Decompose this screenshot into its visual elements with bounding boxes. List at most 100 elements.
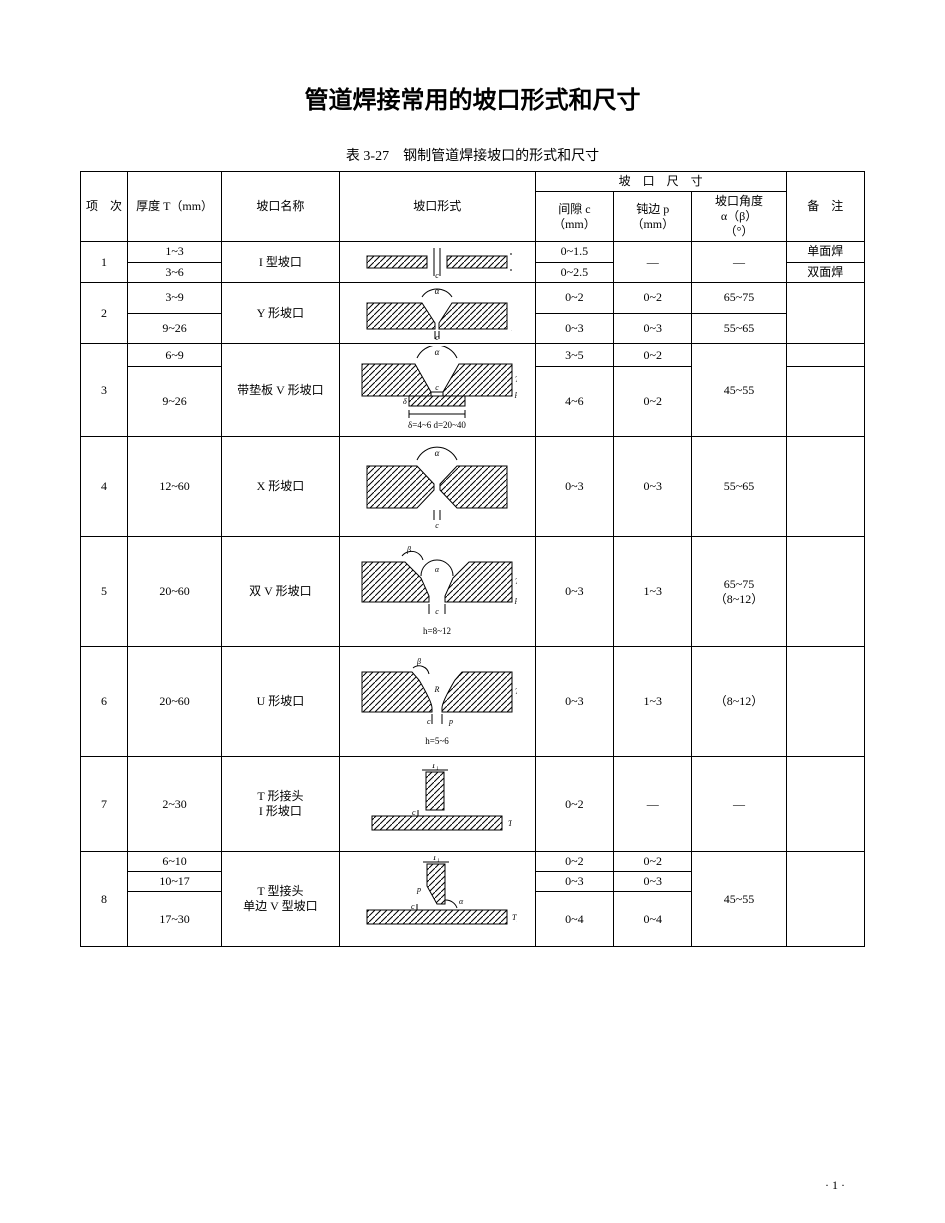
cell-dull: 0~2 [614, 344, 692, 367]
cell-dull: 0~3 [614, 437, 692, 537]
diag-label: h=5~6 [425, 736, 449, 746]
cell-thick: 10~17 [128, 872, 222, 892]
cell-name: U 形坡口 [222, 647, 340, 757]
cell-dull: 0~4 [614, 892, 692, 947]
cell-thick: 3~9 [128, 283, 222, 314]
cell-gap: 0~2 [535, 283, 613, 314]
cell-diagram: α c δ=4~6 d=20~40 T p δ [339, 344, 535, 437]
cell-dull: 0~2 [614, 367, 692, 437]
page-title: 管道焊接常用的坡口形式和尺寸 [80, 80, 865, 115]
svg-text:p: p [448, 717, 453, 726]
th-idx: 项 次 [81, 172, 128, 242]
cell-gap: 3~5 [535, 344, 613, 367]
page-number: · 1 · [825, 1178, 845, 1193]
cell-diagram: β R c p h=5~6 T [339, 647, 535, 757]
double-v-groove-icon: β α c h=8~12 T p [357, 542, 517, 642]
cell-dull: 0~2 [614, 283, 692, 314]
cell-thick: 6~10 [128, 852, 222, 872]
diag-label: δ=4~6 d=20~40 [408, 420, 466, 430]
cell-note [786, 367, 864, 437]
svg-text:T: T [515, 687, 517, 696]
cell-note [786, 283, 864, 344]
cell-diagram: T₁ c T₂ [339, 757, 535, 852]
cell-name: X 形坡口 [222, 437, 340, 537]
cell-angle: 45~55 [692, 344, 786, 437]
table-row: 4 12~60 X 形坡口 α T c 0~3 0~3 [81, 437, 865, 537]
cell-diagram: α T c [339, 437, 535, 537]
cell-dull: 1~3 [614, 537, 692, 647]
cell-thick: 20~60 [128, 537, 222, 647]
svg-text:β: β [416, 657, 421, 666]
cell-thick: 9~26 [128, 313, 222, 344]
svg-text:p: p [514, 389, 517, 398]
cell-thick: 9~26 [128, 367, 222, 437]
v-backing-groove-icon: α c δ=4~6 d=20~40 T p δ [357, 346, 517, 434]
cell-gap: 0~2 [535, 852, 613, 872]
cell-diagram: c T [339, 242, 535, 283]
i-groove-icon: c T [362, 244, 512, 280]
cell-thick: 12~60 [128, 437, 222, 537]
table-row: 8 6~10 T 型接头 单边 V 型坡口 T₁ α p c [81, 852, 865, 872]
cell-angle: 55~65 [692, 437, 786, 537]
cell-angle: 65~75 [692, 283, 786, 314]
svg-text:c: c [412, 808, 416, 817]
cell-dull: 0~2 [614, 852, 692, 872]
cell-angle: 45~55 [692, 852, 786, 947]
table-caption: 表 3-27 钢制管道焊接坡口的形式和尺寸 [80, 145, 865, 165]
svg-text:c: c [411, 902, 415, 911]
groove-table: 项 次 厚度 T（mm） 坡口名称 坡口形式 坡 口 尺 寸 备 注 间隙 c … [80, 171, 865, 947]
cell-thick: 17~30 [128, 892, 222, 947]
cell-note [786, 537, 864, 647]
cell-gap: 0~1.5 [535, 242, 613, 263]
cell-note [786, 344, 864, 367]
th-dull: 钝边 p （mm） [614, 192, 692, 242]
svg-text:α: α [459, 897, 464, 906]
table-row: 2 3~9 Y 形坡口 α c T p 0~2 [81, 283, 865, 314]
cell-gap: 0~2.5 [535, 262, 613, 283]
svg-text:c: c [435, 333, 439, 341]
svg-text:p: p [514, 595, 517, 604]
svg-text:δ: δ [403, 397, 407, 406]
cell-idx: 6 [81, 647, 128, 757]
svg-text:c: c [435, 383, 439, 392]
th-name: 坡口名称 [222, 172, 340, 242]
svg-text:c: c [427, 717, 431, 726]
cell-thick: 6~9 [128, 344, 222, 367]
cell-note [786, 437, 864, 537]
th-shape: 坡口形式 [339, 172, 535, 242]
svg-text:R: R [434, 685, 440, 694]
cell-gap: 0~3 [535, 647, 613, 757]
cell-thick: 1~3 [128, 242, 222, 263]
cell-gap: 0~3 [535, 537, 613, 647]
cell-name: T 形接头 I 形坡口 [222, 757, 340, 852]
cell-gap: 4~6 [535, 367, 613, 437]
cell-gap: 0~3 [535, 437, 613, 537]
table-row: 6 20~60 U 形坡口 β R c p h=5~6 [81, 647, 865, 757]
cell-note [786, 757, 864, 852]
svg-text:T₁: T₁ [433, 856, 440, 862]
cell-name: 带垫板 V 形坡口 [222, 344, 340, 437]
svg-text:α: α [435, 448, 440, 458]
cell-diagram: α c T p [339, 283, 535, 344]
cell-dull: 0~3 [614, 872, 692, 892]
cell-name: 双 V 形坡口 [222, 537, 340, 647]
svg-text:β: β [406, 545, 411, 554]
cell-angle: （8~12） [692, 647, 786, 757]
cell-note: 双面焊 [786, 262, 864, 283]
cell-dull: — [614, 757, 692, 852]
cell-dull: — [614, 242, 692, 283]
cell-name: T 型接头 单边 V 型坡口 [222, 852, 340, 947]
cell-angle: — [692, 757, 786, 852]
cell-angle: 55~65 [692, 313, 786, 344]
diag-label: h=8~12 [423, 626, 451, 636]
cell-idx: 1 [81, 242, 128, 283]
svg-text:p: p [511, 322, 512, 331]
svg-text:p: p [416, 885, 421, 894]
svg-text:T: T [515, 577, 517, 586]
cell-idx: 5 [81, 537, 128, 647]
cell-angle: — [692, 242, 786, 283]
y-groove-icon: α c T p [362, 285, 512, 341]
svg-text:c: c [435, 521, 439, 530]
svg-text:T₂: T₂ [508, 819, 512, 828]
svg-text:c: c [435, 271, 439, 280]
